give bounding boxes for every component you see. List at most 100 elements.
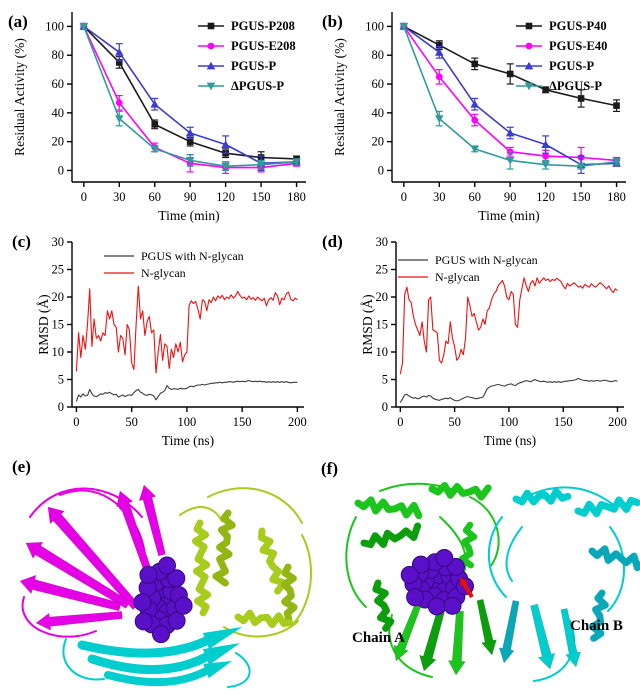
- chart-text: Time (ns): [484, 433, 536, 448]
- marker-square: [115, 59, 123, 66]
- alpha-helix-ribbon: [574, 496, 640, 518]
- beta-sheet-ribbon: [87, 652, 211, 674]
- marker-square: [471, 60, 479, 68]
- chart-text: 60: [148, 190, 161, 204]
- structure-e: [19, 484, 313, 688]
- beta-sheet-ribbon: [419, 605, 446, 672]
- beta-sheet-ribbon: [138, 484, 166, 557]
- marker-triangle-down: [612, 158, 621, 167]
- chart-text: 10: [376, 345, 389, 359]
- chart-b-root: 0 30 60 90 120 150 180 0 20 40 60 80 100 Time (min) Re…: [332, 12, 626, 223]
- beta-sheet-ribbon: [47, 506, 140, 610]
- panel-label-f: (f): [321, 459, 338, 478]
- chart-text: 90: [184, 190, 197, 204]
- beta-sheet-ribbon: [560, 608, 581, 668]
- chart-text: 40: [52, 106, 65, 120]
- alpha-helix-ribbon: [354, 496, 423, 520]
- chart-text: 0: [81, 190, 87, 204]
- panel-label-b: (b): [322, 12, 343, 31]
- chart-text: Time (min): [478, 208, 539, 223]
- chart-text: 30: [433, 190, 446, 204]
- loop-ribbon: [469, 496, 500, 568]
- chart-text: 150: [572, 190, 591, 204]
- loop-ribbon: [289, 534, 313, 628]
- chart-text: 0: [58, 163, 64, 177]
- marker-square: [542, 86, 549, 94]
- marker-square: [577, 95, 585, 102]
- marker-square: [506, 70, 514, 78]
- marker-triangle-down: [524, 82, 534, 91]
- chart-text: 90: [504, 190, 517, 204]
- beta-sheet-ribbon: [459, 576, 475, 599]
- chart-text: Residual Activity (%): [12, 38, 27, 156]
- chart-text: 0: [378, 163, 384, 177]
- chart-panel-d: 0 50 100 150 200 0 5 10 15 20 25 30 Time (ns) RMSD (Å…: [360, 235, 627, 448]
- loop-ribbon: [488, 516, 507, 598]
- loop-ribbon: [62, 638, 105, 681]
- alpha-helix-ribbon: [281, 563, 298, 623]
- axes: [391, 241, 624, 412]
- chart-text: 80: [372, 48, 385, 62]
- chart-panel-a: 0 30 60 90 120 150 180 0 20 40 60 80 100 Time (min) Re…: [12, 12, 306, 223]
- chart-text: 0: [73, 415, 79, 429]
- chart-text: N-glycan: [435, 270, 480, 284]
- marker-square: [525, 22, 533, 30]
- legend: PGUS-P40 PGUS-E40 PGUS-P ΔPGUS-P: [516, 19, 607, 93]
- chart-text: 200: [608, 415, 627, 429]
- alpha-helix-ribbon: [588, 545, 640, 572]
- alpha-helix-ribbon: [512, 488, 572, 506]
- marker-circle: [115, 99, 123, 107]
- chart-text: 180: [287, 190, 306, 204]
- marker-triangle-down: [185, 156, 195, 165]
- chart-text: 5: [58, 373, 64, 387]
- chain-a: [345, 482, 500, 678]
- series-PGUS-with-N-glycan: [75, 380, 298, 402]
- n-glycan-spheres: [400, 549, 474, 616]
- alpha-helix-ribbon: [589, 589, 609, 642]
- marker-square: [435, 41, 443, 49]
- beta-sheet-ribbon: [104, 667, 210, 687]
- loop-ribbon: [529, 486, 617, 508]
- structure-panel-e: [19, 484, 313, 688]
- beta-sheet-ribbon: [77, 636, 211, 658]
- chart-text: 120: [216, 190, 235, 204]
- panel-label-d: (d): [322, 232, 343, 251]
- marker-circle: [542, 152, 550, 160]
- chart-text: 0: [401, 190, 407, 204]
- chart-text: RMSD (Å): [360, 294, 375, 354]
- marker-square: [186, 138, 194, 145]
- alpha-helix-ribbon: [212, 509, 236, 587]
- marker-triangle-up: [150, 100, 160, 108]
- chart-text: 100: [178, 415, 197, 429]
- chart-text: 120: [536, 190, 555, 204]
- series-ΔPGUS-P: [399, 22, 621, 171]
- chart-d-root: 0 50 100 150 200 0 5 10 15 20 25 30 Time (ns) RMSD (Å…: [360, 235, 627, 448]
- marker-triangle-up: [434, 48, 444, 56]
- marker-triangle-down: [292, 158, 301, 167]
- chart-a-root: 0 30 60 90 120 150 180 0 20 40 60 80 100 Time (min) Re…: [12, 12, 306, 223]
- chart-text: Residual Activity (%): [332, 38, 347, 156]
- alpha-helix-ribbon: [258, 527, 288, 595]
- beta-sheet-ribbon: [19, 574, 122, 612]
- legend: PGUS with N-glycan N-glycan: [398, 253, 538, 284]
- chart-text: 20: [52, 135, 65, 149]
- alpha-helix-ribbon: [234, 609, 294, 629]
- loop-ribbon: [21, 596, 97, 638]
- marker-triangle-down: [434, 115, 444, 123]
- chart-text: PGUS-P40: [549, 19, 607, 33]
- loop-ribbon: [29, 487, 143, 518]
- panel-label-c: (c): [12, 232, 31, 251]
- chart-text: 25: [52, 263, 65, 277]
- beta-sheet-ribbon: [393, 603, 422, 662]
- axes: [67, 12, 306, 187]
- chart-panel-c: 0 50 100 150 200 0 5 10 15 20 25 30 Time (ns) RMSD (Å…: [36, 235, 307, 448]
- chart-text: PGUS with N-glycan: [435, 253, 538, 267]
- panel-label-e: (e): [12, 457, 31, 476]
- series-PGUS-with-N-glycan: [399, 377, 618, 403]
- chart-text: PGUS-E208: [231, 39, 296, 53]
- loop-ribbon: [179, 506, 223, 522]
- chart-text: 15: [376, 318, 389, 332]
- loop-ribbon: [345, 516, 367, 608]
- chart-text: ΔPGUS-P: [231, 79, 284, 93]
